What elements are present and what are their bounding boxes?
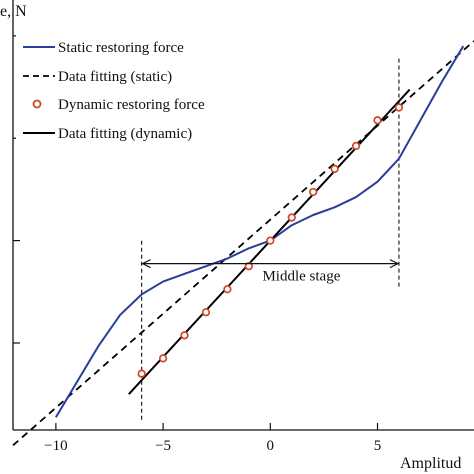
dynamic-force-point [351,141,361,151]
legend-label-static: Static restoring force [58,40,184,56]
arrow-head-left [141,259,151,269]
dynamic-force-point [394,103,404,112]
vertical-markers [141,56,400,420]
legend-label-static-fit: Data fitting (static) [58,69,172,85]
static-force-curve [55,45,465,418]
dynamic-force-point [223,285,232,294]
dynamic-force-point [137,369,146,378]
x-tick-label: −5 [155,438,171,454]
legend-dynamic-marker [32,99,42,109]
dynamic-force-point [244,262,254,271]
dynamic-force-point [266,236,275,245]
x-tick-label: 0 [267,438,275,454]
dynamic-force-point [373,116,382,125]
dynamic-force-point [287,213,296,222]
dynamic-force-point [158,354,168,363]
dynamic-force-point [330,164,339,174]
data-series [12,40,474,447]
legend-background [16,30,248,152]
annotation-label: Middle stage [262,269,340,285]
static-fit-line [12,40,474,447]
arrow-head-right [389,259,400,269]
x-tick-label: −10 [44,438,67,454]
middle-stage-annotation: Middle stage [141,259,400,285]
y-axis-title: e, N [0,3,27,20]
dynamic-force-point [201,308,211,317]
legend-label-dynamic-fit: Data fitting (dynamic) [58,126,192,142]
legend-label-dynamic: Dynamic restoring force [58,97,205,113]
dynamic-force-point [180,331,189,340]
x-axis-title: Amplitud [400,455,461,472]
dynamic-force-point [309,187,318,197]
x-tick-label: 5 [374,438,382,454]
legend: Static restoring force Data fitting (sta… [16,30,248,152]
